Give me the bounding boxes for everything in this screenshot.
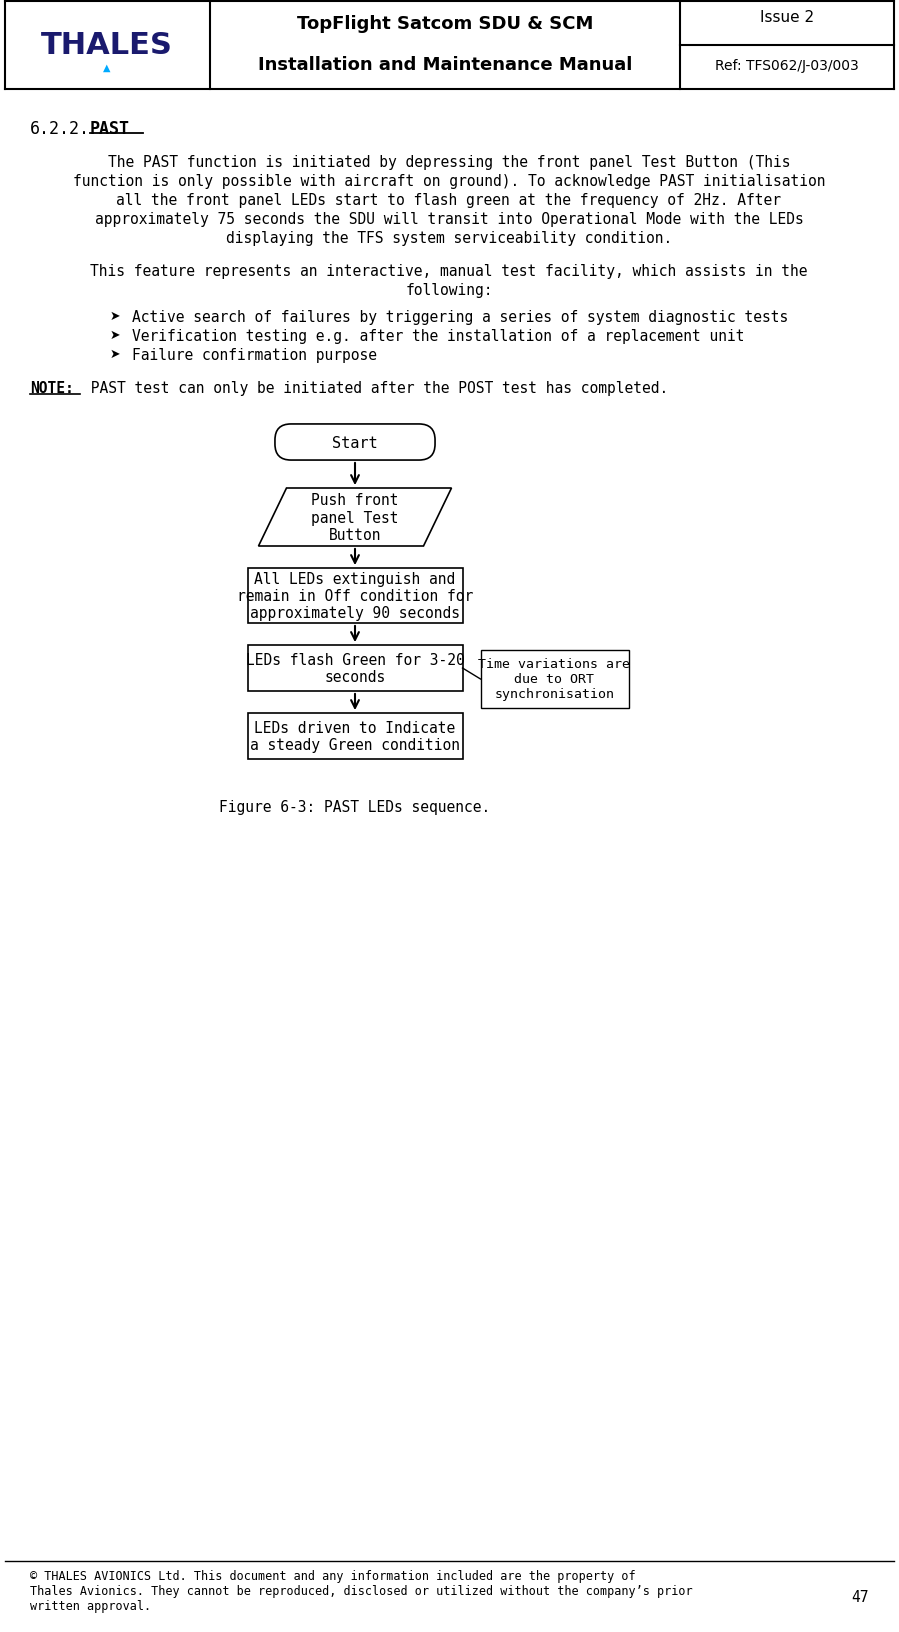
Text: Active search of failures by triggering a series of system diagnostic tests: Active search of failures by triggering … xyxy=(132,310,788,325)
Text: ▲: ▲ xyxy=(103,64,111,73)
Text: © THALES AVIONICS Ltd. This document and any information included are the proper: © THALES AVIONICS Ltd. This document and… xyxy=(30,1568,636,1581)
Text: 6.2.2.: 6.2.2. xyxy=(30,119,90,139)
Text: Installation and Maintenance Manual: Installation and Maintenance Manual xyxy=(258,55,632,73)
Text: All LEDs extinguish and
remain in Off condition for
approximately 90 seconds: All LEDs extinguish and remain in Off co… xyxy=(236,571,473,622)
Text: THALES: THALES xyxy=(41,31,173,60)
Text: LEDs driven to Indicate
a steady Green condition: LEDs driven to Indicate a steady Green c… xyxy=(250,720,460,752)
Text: ➤: ➤ xyxy=(110,348,120,361)
Text: Time variations are
due to ORT
synchronisation: Time variations are due to ORT synchroni… xyxy=(478,658,630,702)
Text: written approval.: written approval. xyxy=(30,1599,151,1612)
Text: This feature represents an interactive, manual test facility, which assists in t: This feature represents an interactive, … xyxy=(90,264,807,279)
FancyBboxPatch shape xyxy=(247,646,462,692)
Text: Verification testing e.g. after the installation of a replacement unit: Verification testing e.g. after the inst… xyxy=(132,328,744,344)
Text: Ref: TFS062/J-03/003: Ref: TFS062/J-03/003 xyxy=(715,59,859,73)
Text: PAST: PAST xyxy=(90,119,130,139)
Text: Push front
panel Test
Button: Push front panel Test Button xyxy=(311,493,399,542)
Text: Failure confirmation purpose: Failure confirmation purpose xyxy=(132,348,377,362)
Text: Figure 6-3: PAST LEDs sequence.: Figure 6-3: PAST LEDs sequence. xyxy=(219,800,491,814)
Text: PAST test can only be initiated after the POST test has completed.: PAST test can only be initiated after th… xyxy=(82,380,668,395)
Text: The PAST function is initiated by depressing the front panel Test Button (This: The PAST function is initiated by depres… xyxy=(108,155,790,170)
Text: Start: Start xyxy=(333,436,378,450)
Text: approximately 75 seconds the SDU will transit into Operational Mode with the LED: approximately 75 seconds the SDU will tr… xyxy=(94,212,804,227)
Text: function is only possible with aircraft on ground). To acknowledge PAST initiali: function is only possible with aircraft … xyxy=(73,175,825,189)
Text: Issue 2: Issue 2 xyxy=(760,10,814,26)
Text: TopFlight Satcom SDU & SCM: TopFlight Satcom SDU & SCM xyxy=(297,15,593,33)
Text: following:: following: xyxy=(405,282,493,297)
Text: Thales Avionics. They cannot be reproduced, disclosed or utilized without the co: Thales Avionics. They cannot be reproduc… xyxy=(30,1585,692,1598)
Text: all the front panel LEDs start to flash green at the frequency of 2Hz. After: all the front panel LEDs start to flash … xyxy=(117,193,781,207)
FancyBboxPatch shape xyxy=(275,424,435,460)
Text: ➤: ➤ xyxy=(110,310,120,323)
Text: NOTE:: NOTE: xyxy=(30,380,74,395)
Text: LEDs flash Green for 3-20
seconds: LEDs flash Green for 3-20 seconds xyxy=(245,653,465,685)
Text: ➤: ➤ xyxy=(110,328,120,341)
FancyBboxPatch shape xyxy=(480,651,628,708)
FancyBboxPatch shape xyxy=(247,713,462,759)
Text: displaying the TFS system serviceability condition.: displaying the TFS system serviceability… xyxy=(226,230,672,246)
FancyBboxPatch shape xyxy=(247,568,462,623)
Polygon shape xyxy=(259,488,451,547)
Text: 47: 47 xyxy=(851,1590,869,1604)
